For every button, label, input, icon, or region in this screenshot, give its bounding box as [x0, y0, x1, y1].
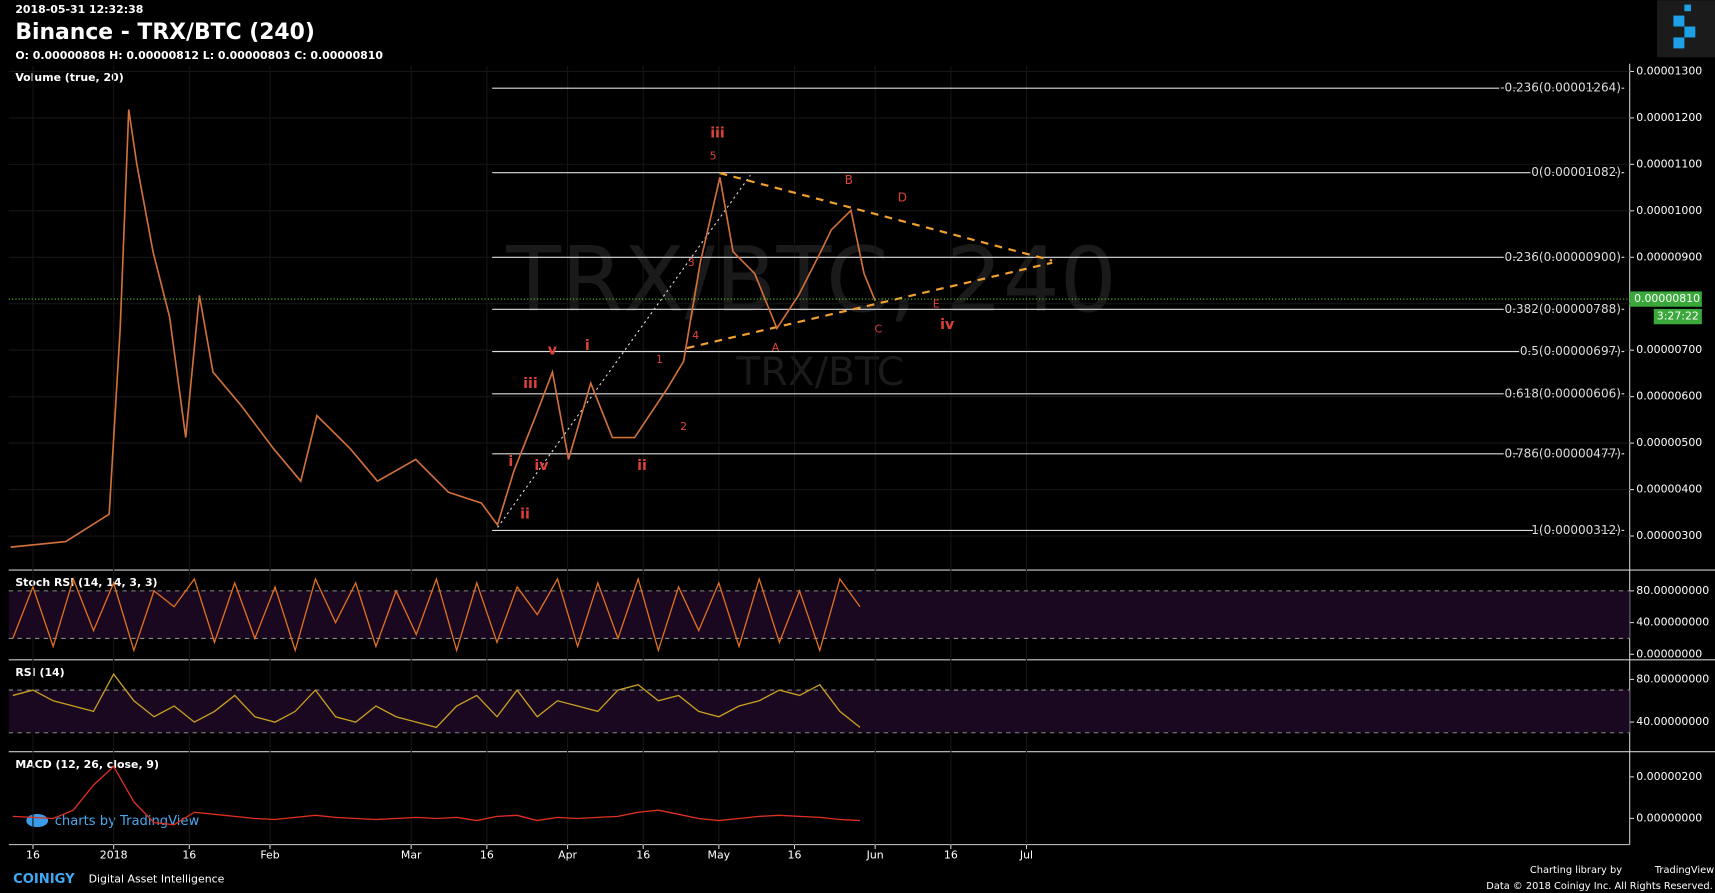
wave-label: C — [874, 322, 882, 335]
y-tick-label: 0.00001200 — [1636, 111, 1702, 124]
fib-label: 1(0.00000312) — [1531, 523, 1621, 537]
x-tick-label: 16 — [788, 849, 802, 862]
wave-label: v — [548, 342, 558, 358]
wave-label: 3 — [688, 256, 695, 269]
x-tick-label: 16 — [480, 849, 494, 862]
fib-label: 0(0.00001082) — [1531, 165, 1621, 179]
y-tick-label: 0.00000000 — [1636, 647, 1702, 660]
pane-label: Stoch RSI (14, 14, 3, 3) — [15, 576, 157, 589]
y-tick-label: 0.00000400 — [1636, 483, 1702, 496]
last-price-box — [1629, 291, 1702, 307]
title: Binance - TRX/BTC (240) — [15, 20, 315, 45]
logo — [1657, 0, 1715, 58]
y-tick-label: 0.00001000 — [1636, 204, 1702, 217]
x-tick-label: Jun — [866, 849, 884, 862]
library-name: TradingView — [1654, 865, 1714, 876]
fib-label: 0.5(0.00000697) — [1520, 344, 1621, 358]
wave-label: iv — [940, 317, 955, 333]
y-tick-label: 40.00000000 — [1636, 715, 1709, 728]
y-tick-label: 80.00000000 — [1636, 672, 1709, 685]
pane-label: MACD (12, 26, close, 9) — [15, 758, 159, 771]
timestamp: 2018-05-31 12:32:38 — [15, 3, 143, 16]
wave-label: i — [585, 338, 590, 354]
y-tick-label: 0.00000200 — [1636, 770, 1702, 783]
badge-text: charts by TradingView — [55, 814, 200, 829]
rsi-line — [12, 672, 861, 729]
price-line — [10, 109, 876, 548]
band — [8, 690, 1630, 733]
y-tick-label: 0.00000300 — [1636, 529, 1702, 542]
x-tick-label: 16 — [26, 849, 40, 862]
wave-label: 2 — [680, 420, 687, 433]
x-tick-label: May — [708, 849, 731, 862]
fib-label: 0.786(0.00000477) — [1505, 446, 1621, 460]
wave-label: 5 — [710, 150, 717, 163]
watermark-sub: TRX/BTC — [735, 349, 904, 395]
macd-line — [12, 765, 861, 826]
countdown-box — [1653, 308, 1702, 325]
y-tick-label: 0.00000900 — [1636, 250, 1702, 263]
fib-label: 0.618(0.00000606) — [1505, 386, 1621, 400]
y-tick-label: 80.00000000 — [1636, 584, 1709, 597]
trend-line — [497, 174, 751, 528]
trend-line — [686, 261, 1053, 350]
x-tick-label: 16 — [944, 849, 958, 862]
wave-label: i — [508, 454, 513, 470]
x-tick-label: 2018 — [100, 849, 128, 862]
y-tick-label: 40.00000000 — [1636, 616, 1709, 629]
y-tick-label: 0.00000000 — [1636, 811, 1702, 824]
wave-label: 1 — [656, 353, 663, 366]
ohlc: O: 0.00000808 H: 0.00000812 L: 0.0000080… — [15, 49, 383, 62]
x-tick-label: Apr — [558, 849, 577, 862]
x-tick-label: 16 — [636, 849, 650, 862]
copyright: Data © 2018 Coinigy Inc. All Rights Rese… — [1486, 881, 1713, 892]
countdown: 3:27:22 — [1657, 310, 1699, 323]
x-tick-label: Jul — [1019, 849, 1033, 862]
y-tick-label: 0.00001300 — [1636, 64, 1702, 77]
tagline: Digital Asset Intelligence — [89, 873, 225, 886]
fib-label: 0.236(0.00000900) — [1505, 250, 1621, 264]
volume-label: Volume (true, 20) — [15, 71, 123, 84]
wave-label: A — [772, 341, 780, 354]
y-tick-label: 0.00000500 — [1636, 436, 1702, 449]
wave-label: E — [933, 297, 940, 310]
wave-label: iii — [523, 376, 538, 392]
fib-label: 0.382(0.00000788) — [1505, 302, 1621, 316]
wave-label: ii — [637, 458, 647, 474]
stoch-line — [12, 576, 861, 653]
x-tick-label: 16 — [182, 849, 196, 862]
wave-label: iii — [710, 126, 725, 142]
library: Charting library by — [1530, 865, 1622, 876]
fib-label: -0.236(0.00001264) — [1500, 81, 1621, 95]
wave-label: B — [845, 173, 853, 187]
watermark: TRX/BTC, 240 — [505, 229, 1117, 333]
wave-label: ii — [520, 506, 530, 522]
y-tick-label: 0.00001100 — [1636, 157, 1702, 170]
brand: COINIGY — [13, 872, 75, 887]
trend-line — [719, 172, 1053, 262]
wave-label: 4 — [692, 329, 699, 342]
pane-label: RSI (14) — [15, 666, 64, 679]
x-tick-label: Feb — [260, 849, 279, 862]
wave-label: D — [898, 191, 907, 205]
wave-label: iv — [534, 458, 549, 474]
x-tick-label: Mar — [401, 849, 422, 862]
y-tick-label: 0.00000600 — [1636, 390, 1702, 403]
y-tick-label: 0.00000700 — [1636, 343, 1702, 356]
last-price-label: 0.00000810 — [1634, 292, 1700, 305]
